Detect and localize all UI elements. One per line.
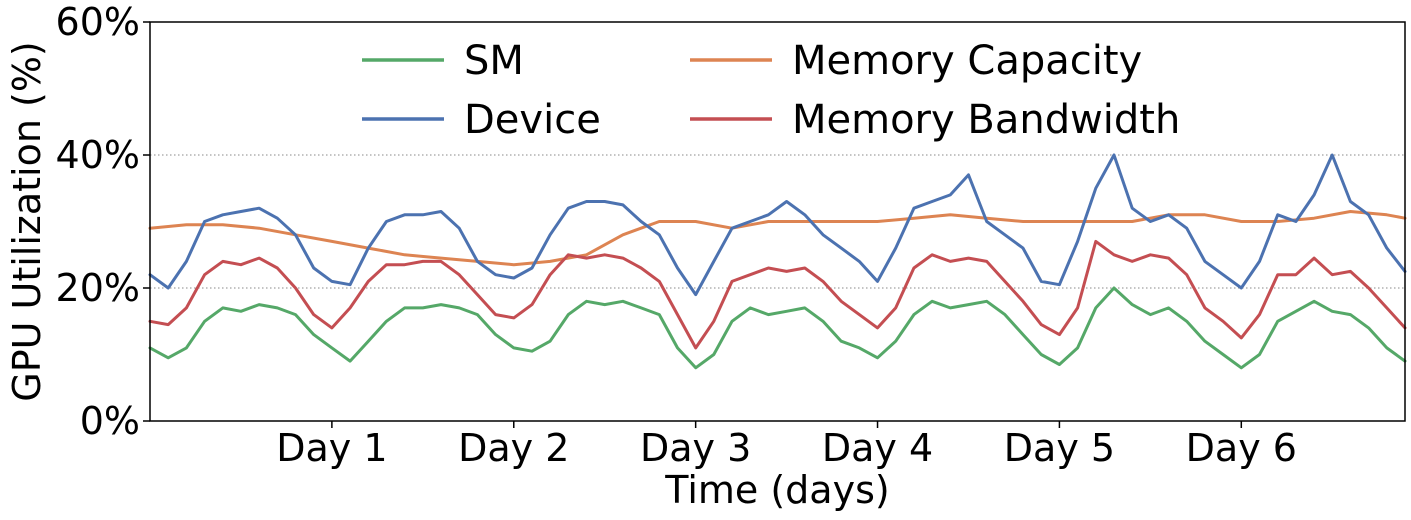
- series-lines: [148, 153, 1407, 370]
- legend-label-memory-bandwidth: Memory Bandwidth: [792, 97, 1180, 143]
- x-tick-label: Day 3: [640, 426, 751, 470]
- x-tick-label: Day 1: [276, 426, 387, 470]
- x-axis-label: Time (days): [664, 468, 889, 512]
- grid-lines: [150, 154, 1405, 289]
- y-tick-label: 60%: [56, 0, 140, 44]
- y-tick-label: 20%: [56, 266, 140, 310]
- series-line-device: [148, 153, 1407, 297]
- plot-frame: [149, 21, 1406, 422]
- x-tick-label: Day 2: [458, 426, 569, 470]
- x-tick-label: Day 6: [1186, 426, 1297, 470]
- x-axis-ticks: Day 1 Day 2 Day 3 Day 4 Day 5 Day 6: [276, 421, 1297, 470]
- legend-label-device: Device: [464, 97, 601, 143]
- series-line-sm: [148, 286, 1407, 370]
- series-line-memory-capacity: [148, 210, 1407, 267]
- legend: SM Device Memory Capacity Memory Bandwidth: [362, 38, 1180, 143]
- x-tick-label: Day 5: [1004, 426, 1115, 470]
- x-tick-label: Day 4: [822, 426, 933, 470]
- y-tick-label: 0%: [80, 399, 140, 443]
- y-axis-ticks: 0% 20% 40% 60%: [56, 0, 150, 443]
- y-axis-label: GPU Utilization (%): [5, 41, 49, 402]
- series-line-memory-bandwidth: [148, 239, 1407, 350]
- y-tick-label: 40%: [56, 133, 140, 177]
- legend-label-memory-capacity: Memory Capacity: [792, 38, 1142, 84]
- legend-label-sm: SM: [464, 38, 524, 84]
